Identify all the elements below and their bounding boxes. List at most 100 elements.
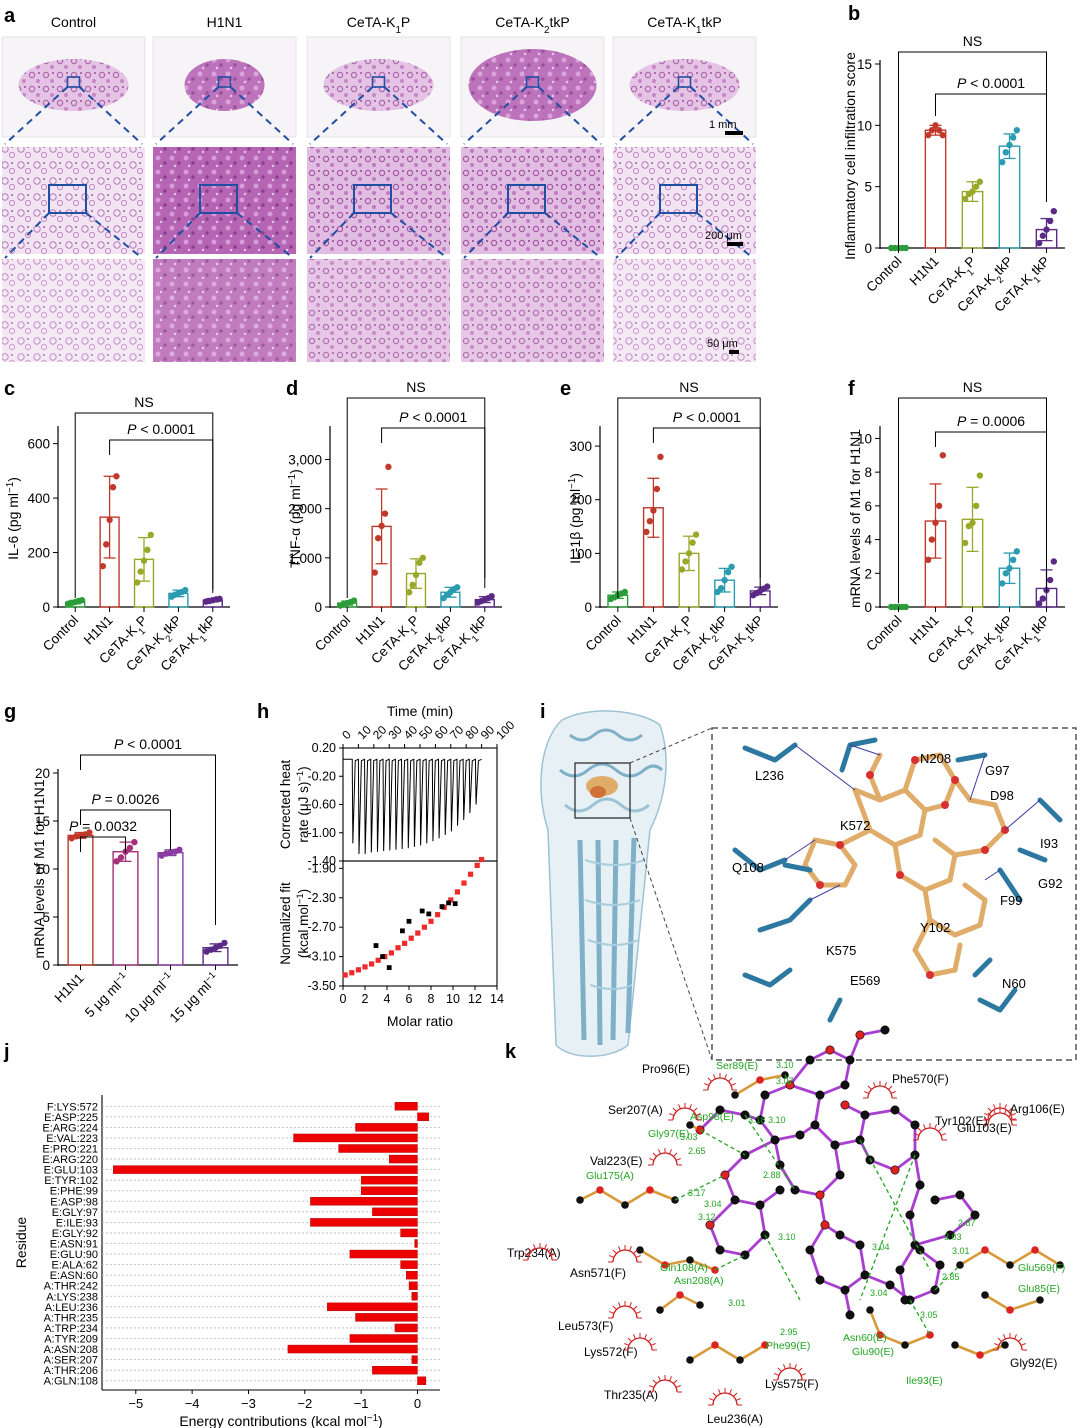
significance-bracket bbox=[381, 427, 486, 588]
ligand-bond bbox=[932, 837, 958, 858]
energy-bar bbox=[327, 1302, 418, 1312]
data-point bbox=[976, 472, 984, 479]
residue-atom bbox=[1056, 1261, 1064, 1269]
data-point bbox=[106, 516, 113, 524]
x-tick-label-part: tkP bbox=[991, 254, 1015, 278]
fit-point bbox=[375, 957, 381, 963]
energy-bar bbox=[417, 1376, 427, 1385]
residue-atom bbox=[981, 1246, 989, 1254]
data-point bbox=[653, 485, 661, 493]
y-axis-label-part: IL-6 (pg ml bbox=[5, 493, 21, 560]
data-point bbox=[454, 584, 461, 591]
oxygen-atom bbox=[825, 1045, 835, 1055]
ligand-bond bbox=[812, 837, 843, 848]
hydrophobic-tick bbox=[693, 1107, 698, 1112]
hbond-residue-label: Glu569(F) bbox=[1018, 1262, 1065, 1274]
carbon-atom bbox=[830, 1140, 840, 1150]
hydrogen-bond bbox=[744, 1114, 796, 1191]
hydrogen-bond bbox=[859, 1154, 916, 1301]
carbon-atom bbox=[895, 1265, 905, 1275]
zoom-line bbox=[78, 86, 143, 145]
carbon-atom bbox=[935, 1260, 945, 1270]
ligand-bond bbox=[808, 1224, 827, 1251]
side-chain bbox=[1037, 797, 1063, 823]
y-axis-label-sup: −1 bbox=[567, 478, 578, 489]
data-point bbox=[1043, 226, 1050, 233]
residue-label: A:TRP:234 bbox=[44, 1323, 98, 1335]
fit-point bbox=[362, 964, 368, 970]
data-point bbox=[935, 502, 943, 510]
significance-bracket bbox=[652, 427, 761, 588]
x-tick-label-part: Control bbox=[40, 613, 81, 654]
residue-label: E:GLY:97 bbox=[52, 1207, 98, 1219]
hydrophobic-tick bbox=[798, 1367, 803, 1372]
y-tick-label: 0.20 bbox=[312, 741, 336, 755]
fit-point bbox=[454, 889, 460, 895]
y-tick-label: 8 bbox=[864, 465, 872, 480]
hydrogen-bond bbox=[859, 1139, 931, 1271]
roi-box-small bbox=[371, 76, 386, 88]
data-point bbox=[378, 522, 385, 530]
residue-atom bbox=[736, 1356, 744, 1364]
energy-bar bbox=[394, 1323, 418, 1333]
significance-label: NS bbox=[963, 33, 982, 49]
data-point bbox=[935, 127, 943, 134]
data-point bbox=[374, 534, 382, 542]
ligand-bond bbox=[937, 752, 958, 783]
data-point bbox=[685, 550, 693, 557]
data-point bbox=[140, 557, 148, 564]
hydrophobic-tick bbox=[794, 1364, 797, 1370]
hydrophobic-residue-label: Leu236(A) bbox=[707, 1412, 763, 1426]
residue-label: A:SER:207 bbox=[44, 1355, 98, 1367]
hbond-distance: 3.04 bbox=[870, 1288, 888, 1298]
data-point bbox=[419, 554, 427, 562]
hydrophobic-tick bbox=[997, 1337, 1002, 1342]
x-tick-label: Control bbox=[583, 613, 624, 654]
residue-atom bbox=[661, 1261, 669, 1269]
residue-label: A:LYS:238 bbox=[46, 1291, 98, 1303]
y-tick-label: 0 bbox=[42, 958, 50, 973]
hydrophobic-tick bbox=[633, 1249, 638, 1254]
p-symbol: P bbox=[399, 409, 409, 425]
y-axis-label-part: Inflammatory cell infiltration score bbox=[842, 52, 858, 260]
column-title-sub: 1 bbox=[395, 25, 400, 36]
residue-atom bbox=[1006, 1261, 1014, 1269]
x-tick-label: H1N1 bbox=[907, 613, 942, 648]
energy-bar bbox=[389, 1154, 418, 1164]
significance-bracket bbox=[80, 754, 216, 925]
residue-atom bbox=[1031, 1246, 1039, 1254]
energy-bar bbox=[360, 1175, 418, 1185]
x-tick-label-sub: 2 bbox=[435, 633, 446, 644]
data-point bbox=[764, 583, 771, 590]
y-axis-label: IL-1β (pg ml−1) bbox=[567, 473, 584, 564]
p-value: < 0.0001 bbox=[136, 421, 195, 437]
p-symbol: P bbox=[127, 421, 137, 437]
data-point bbox=[972, 502, 980, 510]
scalebar-label: 50 μm bbox=[707, 338, 738, 350]
energy-bar bbox=[338, 1144, 418, 1153]
oxygen-atom bbox=[820, 1220, 830, 1230]
hydrophobic-tick bbox=[993, 1104, 996, 1110]
energy-bar bbox=[417, 1112, 429, 1122]
residue-label: A:GLN:108 bbox=[44, 1376, 98, 1388]
fit-point bbox=[428, 918, 434, 924]
zoom-line bbox=[615, 212, 661, 259]
panel-label-j: j bbox=[3, 1041, 10, 1063]
ligand-bond bbox=[867, 827, 898, 848]
x-tick-label-sub: 2 bbox=[709, 633, 720, 644]
hydrophobic-tick bbox=[629, 1302, 632, 1308]
data-point bbox=[416, 559, 423, 566]
data-point bbox=[1046, 576, 1054, 584]
x-tick-label-part: P bbox=[962, 613, 979, 630]
energy-bar bbox=[400, 1228, 418, 1238]
roi-box-mid bbox=[507, 184, 546, 214]
data-point bbox=[924, 556, 932, 563]
hydrophobic-tick bbox=[718, 1389, 721, 1395]
hydrophobic-tick bbox=[673, 1379, 678, 1384]
ligand-bond bbox=[927, 967, 958, 978]
x-tick-label: −3 bbox=[241, 1396, 256, 1411]
data-point bbox=[126, 844, 134, 852]
data-point bbox=[682, 558, 689, 565]
histology-mid bbox=[461, 147, 604, 254]
hydrophobic-tick bbox=[1010, 1113, 1016, 1116]
